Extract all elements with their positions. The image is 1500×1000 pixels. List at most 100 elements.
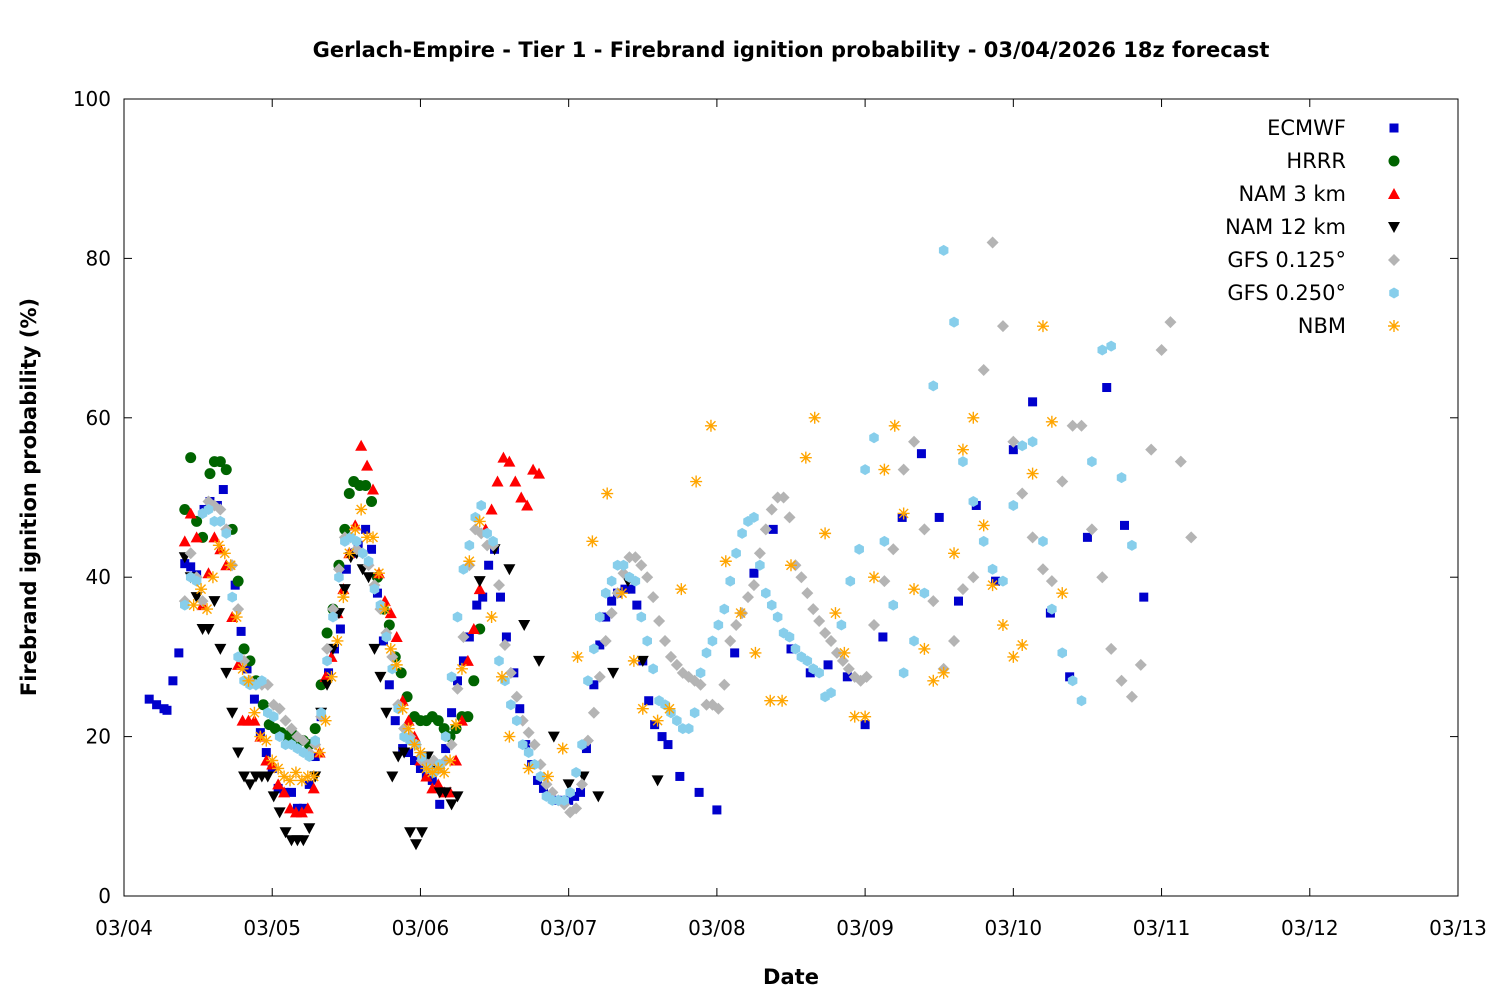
- data-point: [1139, 592, 1149, 602]
- data-point: [248, 706, 261, 719]
- data-point: [278, 770, 291, 783]
- data-point: [888, 419, 901, 432]
- data-point: [402, 714, 415, 726]
- data-point: [644, 696, 654, 706]
- data-point: [351, 535, 362, 547]
- data-point: [357, 547, 368, 559]
- data-point: [304, 779, 314, 789]
- data-point: [1027, 436, 1038, 448]
- data-point: [712, 702, 725, 715]
- data-point: [206, 571, 219, 584]
- data-point: [570, 802, 583, 815]
- y-tick-label: 100: [73, 87, 111, 111]
- data-point: [266, 754, 279, 767]
- data-point: [238, 771, 251, 783]
- data-point: [749, 568, 759, 578]
- legend-marker-nbm: [1388, 320, 1400, 332]
- data-point: [977, 519, 990, 532]
- data-point: [675, 771, 685, 781]
- data-point: [195, 583, 208, 596]
- data-point: [749, 511, 759, 523]
- data-point: [455, 714, 468, 726]
- data-point: [190, 531, 203, 543]
- data-point: [887, 543, 900, 556]
- data-point: [653, 615, 666, 628]
- data-point: [485, 503, 498, 515]
- data-point: [221, 527, 232, 539]
- data-point: [168, 676, 178, 686]
- data-point: [286, 787, 296, 797]
- data-point: [260, 734, 273, 747]
- data-point: [316, 707, 326, 719]
- data-point: [218, 547, 231, 560]
- data-point: [236, 662, 249, 675]
- data-point: [1105, 642, 1118, 655]
- data-point: [712, 805, 722, 815]
- data-point: [663, 740, 673, 750]
- data-point: [233, 651, 243, 663]
- data-point: [232, 603, 245, 616]
- data-point: [186, 562, 196, 572]
- data-point: [747, 579, 760, 592]
- data-point: [1067, 675, 1078, 687]
- y-tick-label: 0: [98, 884, 111, 908]
- data-point: [503, 455, 516, 467]
- data-point: [836, 654, 849, 667]
- data-point: [484, 560, 494, 570]
- data-point: [918, 642, 931, 655]
- data-point: [897, 463, 910, 476]
- data-point: [626, 584, 636, 594]
- legend-marker-nam-3-km: [1388, 188, 1400, 199]
- data-point: [224, 559, 237, 572]
- data-point: [819, 626, 832, 639]
- series-gfs-0-250: [180, 244, 1137, 806]
- data-point: [473, 515, 486, 528]
- data-point: [1127, 539, 1137, 551]
- data-point: [695, 667, 706, 679]
- data-point: [967, 571, 980, 584]
- data-point: [503, 564, 516, 576]
- data-point: [764, 694, 777, 707]
- data-point: [445, 738, 458, 751]
- data-point: [446, 671, 457, 683]
- data-point: [533, 467, 546, 479]
- data-point: [273, 702, 286, 715]
- data-point: [212, 539, 225, 552]
- data-point: [1026, 531, 1039, 544]
- data-point: [497, 451, 510, 463]
- data-point: [878, 575, 891, 588]
- data-point: [328, 611, 338, 623]
- data-point: [301, 802, 314, 814]
- data-point: [1097, 344, 1108, 356]
- y-tick-label: 20: [86, 725, 111, 749]
- data-point: [576, 787, 586, 797]
- data-point: [783, 511, 796, 524]
- data-point: [570, 791, 580, 801]
- data-point: [295, 806, 308, 818]
- data-point: [410, 756, 420, 766]
- data-point: [836, 619, 847, 631]
- data-point: [627, 654, 640, 667]
- data-point: [321, 642, 334, 655]
- data-point: [439, 787, 452, 799]
- x-tick-label: 03/10: [985, 916, 1043, 940]
- data-point: [343, 488, 355, 500]
- data-point: [683, 723, 694, 735]
- data-point: [204, 468, 216, 480]
- data-point: [438, 766, 451, 779]
- y-axis-label: Firebrand ignition probability (%): [17, 298, 41, 696]
- series-nbm: [187, 320, 1069, 787]
- data-point: [765, 503, 778, 516]
- data-point: [261, 771, 274, 783]
- data-point: [650, 720, 660, 730]
- data-point: [958, 456, 968, 468]
- legend-label: NBM: [1298, 314, 1346, 338]
- data-point: [971, 500, 981, 510]
- plot-frame: [123, 98, 1459, 897]
- series-nam-3-km: [178, 439, 546, 818]
- data-point: [279, 714, 292, 727]
- x-tick-label: 03/09: [836, 916, 894, 940]
- data-point: [528, 738, 541, 751]
- data-point: [618, 559, 629, 571]
- x-tick-label: 03/13: [1429, 916, 1487, 940]
